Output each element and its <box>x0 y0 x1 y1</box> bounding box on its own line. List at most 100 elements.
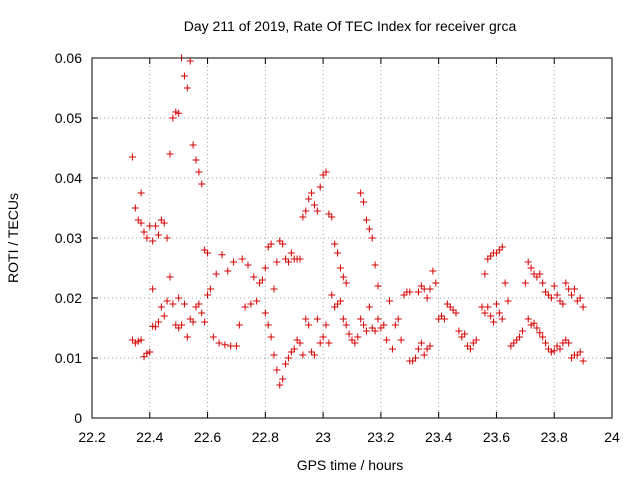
data-point <box>510 339 518 347</box>
data-point <box>198 309 206 317</box>
data-point <box>513 336 521 344</box>
data-point <box>466 345 474 353</box>
y-tick-label: 0.04 <box>55 170 82 186</box>
data-point <box>394 315 402 323</box>
data-point <box>284 354 292 362</box>
data-point <box>175 294 183 302</box>
data-point <box>149 285 157 293</box>
data-point <box>305 321 313 329</box>
data-point <box>443 300 451 308</box>
data-point <box>137 189 145 197</box>
data-point <box>484 303 492 311</box>
data-point <box>348 336 356 344</box>
data-point <box>273 366 281 374</box>
data-point <box>175 324 183 332</box>
data-point <box>432 279 440 287</box>
data-point <box>472 336 480 344</box>
data-point <box>420 351 428 359</box>
data-point <box>469 339 477 347</box>
data-point <box>256 279 264 287</box>
data-point <box>360 198 368 206</box>
data-point <box>253 297 261 305</box>
data-point <box>224 267 232 275</box>
y-tick-label: 0.03 <box>55 230 82 246</box>
data-point <box>137 336 145 344</box>
data-point <box>146 348 154 356</box>
data-point <box>166 273 174 281</box>
x-tick-label: 23.4 <box>425 429 452 445</box>
data-point <box>180 72 188 80</box>
data-point <box>380 321 388 329</box>
data-point <box>342 279 350 287</box>
data-point <box>484 255 492 263</box>
data-point <box>308 189 316 197</box>
chart-title: Day 211 of 2019, Rate Of TEC Index for r… <box>184 18 517 34</box>
data-point <box>414 288 422 296</box>
data-point <box>553 291 561 299</box>
data-point <box>383 336 391 344</box>
data-point <box>264 321 272 329</box>
data-point <box>149 322 157 330</box>
data-point <box>533 324 541 332</box>
data-point <box>131 339 139 347</box>
data-point <box>339 273 347 281</box>
data-point <box>498 243 506 251</box>
y-tick-label: 0.02 <box>55 290 82 306</box>
data-point <box>487 312 495 320</box>
data-point <box>270 351 278 359</box>
x-tick-label: 23.2 <box>367 429 394 445</box>
x-axis-label: GPS time / hours <box>297 457 404 473</box>
data-point <box>241 303 249 311</box>
x-tick-label: 22.6 <box>194 429 221 445</box>
data-point <box>429 267 437 275</box>
y-tick-labels: 0 0.01 0.02 0.03 0.04 0.05 0.06 <box>55 50 82 426</box>
data-point <box>270 285 278 293</box>
data-point <box>154 318 162 326</box>
data-point <box>172 108 180 116</box>
data-point <box>134 337 142 345</box>
data-point <box>137 219 145 227</box>
data-point <box>169 300 177 308</box>
data-point <box>267 240 275 248</box>
data-point <box>391 321 399 329</box>
data-point <box>322 321 330 329</box>
data-point <box>521 279 529 287</box>
data-point <box>154 231 162 239</box>
data-point <box>209 333 217 341</box>
data-point <box>152 222 160 230</box>
data-point <box>244 261 252 269</box>
data-point <box>322 168 330 176</box>
data-point <box>354 333 362 341</box>
data-point <box>201 318 209 326</box>
data-point <box>409 357 417 365</box>
data-point <box>279 240 287 248</box>
data-point <box>310 201 318 209</box>
data-point <box>198 180 206 188</box>
data-point <box>417 339 425 347</box>
data-point <box>336 297 344 305</box>
data-point <box>143 234 151 242</box>
data-point <box>284 258 292 266</box>
data-point <box>230 258 238 266</box>
data-point <box>180 300 188 308</box>
data-point <box>386 297 394 305</box>
data-point <box>498 315 506 323</box>
data-point <box>276 237 284 245</box>
data-point <box>547 294 555 302</box>
data-point <box>492 249 500 257</box>
data-point <box>157 216 165 224</box>
data-point <box>412 354 420 362</box>
data-point <box>423 294 431 302</box>
x-tick-label: 22.2 <box>78 429 105 445</box>
data-point <box>368 234 376 242</box>
y-axis-label: ROTI / TECUs <box>5 193 21 283</box>
data-point <box>495 246 503 254</box>
data-point <box>365 225 373 233</box>
data-points <box>128 54 587 389</box>
data-point <box>556 297 564 305</box>
data-point <box>573 351 581 359</box>
data-point <box>273 258 281 266</box>
data-point <box>501 279 509 287</box>
data-point <box>417 282 425 290</box>
